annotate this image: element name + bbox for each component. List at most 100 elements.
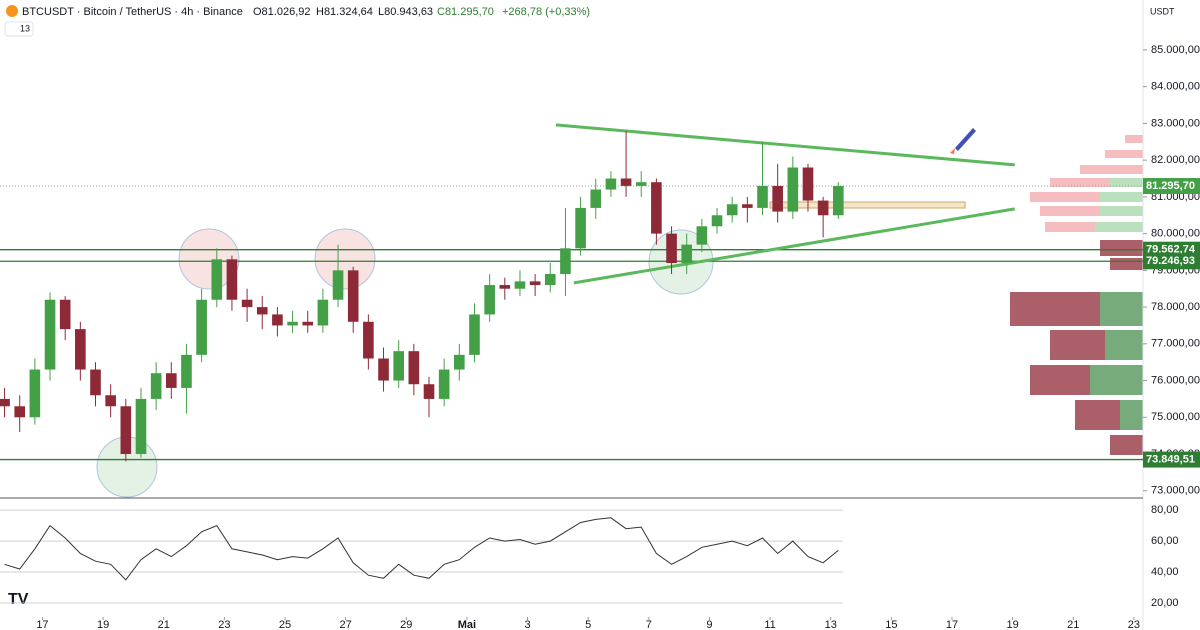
x-tick-label: 29 <box>400 619 412 630</box>
y-tick-label: 85.000,00 <box>1151 44 1200 56</box>
x-tick-label: 17 <box>36 619 48 630</box>
candle-body <box>681 244 693 264</box>
x-tick-label: 21 <box>158 619 170 630</box>
ohlc-open: O81.026,92 <box>253 6 311 18</box>
last-price-label: 81.295,70 <box>1146 180 1195 192</box>
x-tick-label: 9 <box>706 619 712 630</box>
candle-body <box>484 285 495 315</box>
candle-body <box>772 185 783 212</box>
candle-body <box>438 369 450 399</box>
ohlc-high: H81.324,64 <box>316 6 373 18</box>
candle-body <box>302 321 314 326</box>
candle-body <box>742 204 753 208</box>
x-tick-label: 5 <box>585 619 591 630</box>
candle-body <box>635 182 647 186</box>
candle-body <box>241 299 253 308</box>
candle-body <box>408 351 420 385</box>
x-tick-label: 21 <box>1067 619 1079 630</box>
x-tick-label: 23 <box>1128 619 1140 630</box>
coin-icon <box>6 5 18 17</box>
candle-body <box>347 270 359 322</box>
level-label: 79.562,74 <box>1146 244 1196 256</box>
x-tick-label: 3 <box>524 619 530 630</box>
candle-body <box>14 406 26 418</box>
y-tick-label: 83.000,00 <box>1151 117 1200 129</box>
candle-body <box>454 354 465 370</box>
annotations <box>96 128 976 498</box>
y-tick-label: 77.000,00 <box>1151 338 1200 350</box>
candle-body <box>666 233 677 264</box>
candle-body <box>590 189 602 208</box>
rsi-tick-label: 60,00 <box>1151 535 1179 547</box>
candle-body <box>0 398 10 407</box>
candle-body <box>696 226 708 245</box>
candle-body <box>423 384 435 399</box>
y-tick-label: 84.000,00 <box>1151 81 1200 93</box>
x-tick-label: 13 <box>825 619 837 630</box>
change: +268,78 (+0,33%) <box>502 6 590 18</box>
indicator-toggle[interactable] <box>4 21 34 37</box>
candle-body <box>211 259 223 300</box>
rsi-tick-label: 80,00 <box>1151 504 1179 516</box>
x-tick-label: 11 <box>764 619 775 630</box>
candle-body <box>651 182 662 234</box>
symbol: BTCUSDT · Bitcoin / TetherUS · 4h · Bina… <box>22 6 243 18</box>
candle-body <box>529 281 541 286</box>
x-tick-label: 15 <box>885 619 897 630</box>
indicator-count[interactable]: 13 <box>20 23 30 33</box>
candle-body <box>469 314 480 355</box>
candle-body <box>514 281 526 289</box>
candle-body <box>726 204 738 216</box>
candle-body <box>787 167 799 212</box>
candle-body <box>135 398 147 455</box>
x-tick-label: 19 <box>1007 619 1019 630</box>
ohlc-low: L80.943,63 <box>378 6 433 18</box>
candle-body <box>711 215 723 227</box>
volume-profile <box>1010 135 1143 455</box>
last-price-bg <box>1143 178 1200 195</box>
candle-body <box>757 185 768 208</box>
candle-body <box>575 207 586 249</box>
candle-body <box>393 351 404 381</box>
candle-body <box>620 178 632 186</box>
candle-body <box>802 167 814 201</box>
level-label-bg <box>1143 253 1200 270</box>
candle-body <box>499 285 511 289</box>
candle-body <box>165 373 177 388</box>
logo: TV <box>8 591 29 608</box>
candle-body <box>226 259 238 300</box>
y-tick-label: 78.000,00 <box>1151 301 1200 313</box>
candle-body <box>120 406 132 455</box>
candle-body <box>75 329 86 370</box>
x-tick-label: 17 <box>946 619 958 630</box>
level-label: 79.246,93 <box>1146 255 1195 267</box>
level-label: 73.849,51 <box>1146 453 1195 465</box>
candle-body <box>181 354 192 388</box>
candle-body <box>605 178 617 190</box>
candle-body <box>44 299 56 370</box>
ohlc-close: C81.295,70 <box>437 6 494 18</box>
x-tick-label: 7 <box>646 619 652 630</box>
level-label-bg <box>1143 451 1200 468</box>
candle-body <box>256 307 268 315</box>
rsi-tick-label: 20,00 <box>1151 597 1179 609</box>
candle-body <box>29 369 41 418</box>
candle-body <box>59 299 71 330</box>
currency: USDT <box>1150 6 1175 16</box>
y-tick-label: 80.000,00 <box>1151 228 1200 240</box>
candle-body <box>196 299 207 355</box>
candle-body <box>287 321 298 326</box>
trendline <box>573 207 1016 285</box>
y-tick-label: 75.000,00 <box>1151 411 1200 423</box>
x-tick-label: 23 <box>218 619 230 630</box>
candle-body <box>817 200 829 216</box>
rsi-tick-label: 40,00 <box>1151 566 1179 578</box>
candle-body <box>90 369 101 396</box>
candle-body <box>272 314 283 326</box>
x-tick-label: 27 <box>340 619 352 630</box>
candle-body <box>317 299 329 326</box>
candle-body <box>332 270 344 300</box>
trendline <box>555 123 1015 167</box>
rsi-line <box>4 517 839 581</box>
